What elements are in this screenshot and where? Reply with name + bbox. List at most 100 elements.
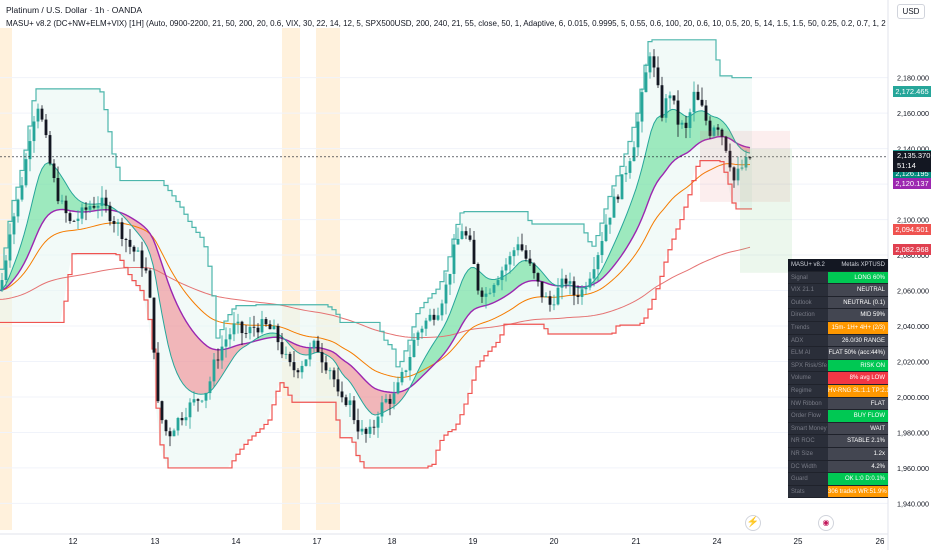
panel-row-key: Stats — [788, 485, 828, 499]
bull-ribbon — [429, 345, 432, 370]
bull-ribbon — [87, 203, 90, 212]
bull-ribbon — [612, 241, 615, 269]
candle-up — [560, 278, 564, 288]
candle-up — [632, 147, 636, 162]
candle-up — [544, 296, 548, 298]
candle-up — [32, 121, 36, 142]
panel-row-value: NEUTRAL — [828, 284, 888, 297]
candle-down — [464, 231, 468, 236]
bear-ribbon — [375, 388, 378, 415]
bull-ribbon — [468, 267, 471, 316]
bear-ribbon — [387, 391, 390, 411]
bear-ribbon — [186, 321, 189, 391]
panel-row: NR ROC STABLE 2.1% — [788, 435, 888, 448]
panel-row: VIX 21.1 NEUTRAL — [788, 284, 888, 297]
bear-ribbon — [171, 290, 174, 366]
candle-up — [392, 393, 396, 404]
panel-row-value: OK L:0 D:0.1% — [828, 473, 888, 486]
price-tag: 2,120.137 — [893, 178, 931, 190]
bear-ribbon — [378, 389, 381, 415]
y-tick-label: 2,160.000 — [897, 109, 929, 118]
bear-ribbon — [168, 282, 171, 357]
candle-up — [396, 382, 400, 394]
candle-down — [140, 250, 144, 269]
bull-ribbon — [699, 110, 702, 144]
candle-up — [440, 303, 444, 316]
candle-down — [152, 297, 156, 353]
candle-up — [312, 340, 316, 349]
panel-row-value: STABLE 2.1% — [828, 435, 888, 448]
candle-up — [492, 284, 496, 293]
x-tick-label: 21 — [632, 537, 641, 546]
bull-ribbon — [75, 196, 78, 212]
candle-up — [628, 161, 632, 173]
candle-down — [728, 150, 732, 168]
bull-ribbon — [702, 110, 705, 142]
candle-up — [304, 359, 308, 366]
candle-up — [100, 197, 104, 206]
panel-row-value: 15m- 1H+ 4H+ (2/3) — [828, 321, 888, 335]
indicator-params[interactable]: MASU+ v8.2 (DC+NW+ELM+VIX) [1H] (Auto, 0… — [6, 19, 886, 28]
candle-up — [588, 278, 592, 288]
y-tick-label: 2,040.000 — [897, 322, 929, 331]
candle-down — [532, 263, 536, 274]
bull-ribbon — [438, 331, 441, 361]
candle-down — [276, 325, 280, 343]
bull-ribbon — [645, 143, 648, 211]
candle-down — [244, 333, 248, 334]
bull-ribbon — [546, 276, 549, 285]
bull-ribbon — [504, 274, 507, 298]
candle-up — [184, 417, 188, 421]
tradingview-logo-icon[interactable]: ⚡ — [745, 515, 761, 531]
candle-down — [696, 91, 700, 100]
bar-countdown: 51:14 — [897, 160, 916, 170]
bear-ribbon — [129, 216, 132, 227]
panel-row-value: 306 trades WR:51.9% — [828, 485, 888, 499]
candle-down — [468, 235, 472, 240]
bull-ribbon — [459, 280, 462, 331]
bear-ribbon — [228, 347, 231, 367]
bull-ribbon — [441, 326, 444, 358]
candle-up — [592, 269, 596, 279]
bull-ribbon — [486, 277, 489, 306]
price-tag: 2,094.501 — [893, 223, 931, 235]
candle-up — [204, 393, 208, 401]
bull-ribbon — [78, 199, 81, 212]
panel-title-right: Metals XPTUSD — [828, 259, 888, 272]
candle-down — [280, 342, 284, 355]
candle-up — [16, 199, 20, 217]
currency-button[interactable]: USD — [897, 4, 925, 19]
candle-down — [472, 239, 476, 265]
candle-down — [724, 136, 728, 151]
bear-ribbon — [237, 344, 240, 353]
bull-ribbon — [33, 186, 36, 244]
candle-down — [480, 290, 484, 297]
panel-row: NW Ribbon FLAT — [788, 397, 888, 411]
session-highlight — [282, 28, 300, 530]
us-flag-icon[interactable]: ◉ — [818, 515, 834, 531]
bear-ribbon — [192, 330, 195, 394]
panel-row-key: NR ROC — [788, 435, 828, 448]
bull-ribbon — [660, 115, 663, 178]
bear-ribbon — [336, 353, 339, 369]
candle-up — [612, 196, 616, 218]
y-tick-label: 2,000.000 — [897, 393, 929, 402]
candle-up — [428, 314, 432, 321]
candle-down — [576, 295, 580, 297]
candle-up — [664, 98, 668, 118]
candle-down — [216, 359, 220, 361]
bull-ribbon — [267, 333, 270, 339]
candle-up — [452, 244, 456, 274]
candle-down — [748, 156, 752, 159]
panel-row-value: NEUTRAL (0.1) — [828, 296, 888, 310]
candle-up — [4, 260, 8, 281]
candle-up — [328, 370, 332, 372]
bull-ribbon — [465, 270, 468, 320]
candle-up — [488, 292, 492, 294]
bull-ribbon — [636, 178, 639, 232]
candle-up — [368, 426, 372, 434]
panel-row: Regime HV-RNG SL:1.1 TP:2.1 — [788, 384, 888, 398]
x-tick-label: 24 — [713, 537, 722, 546]
